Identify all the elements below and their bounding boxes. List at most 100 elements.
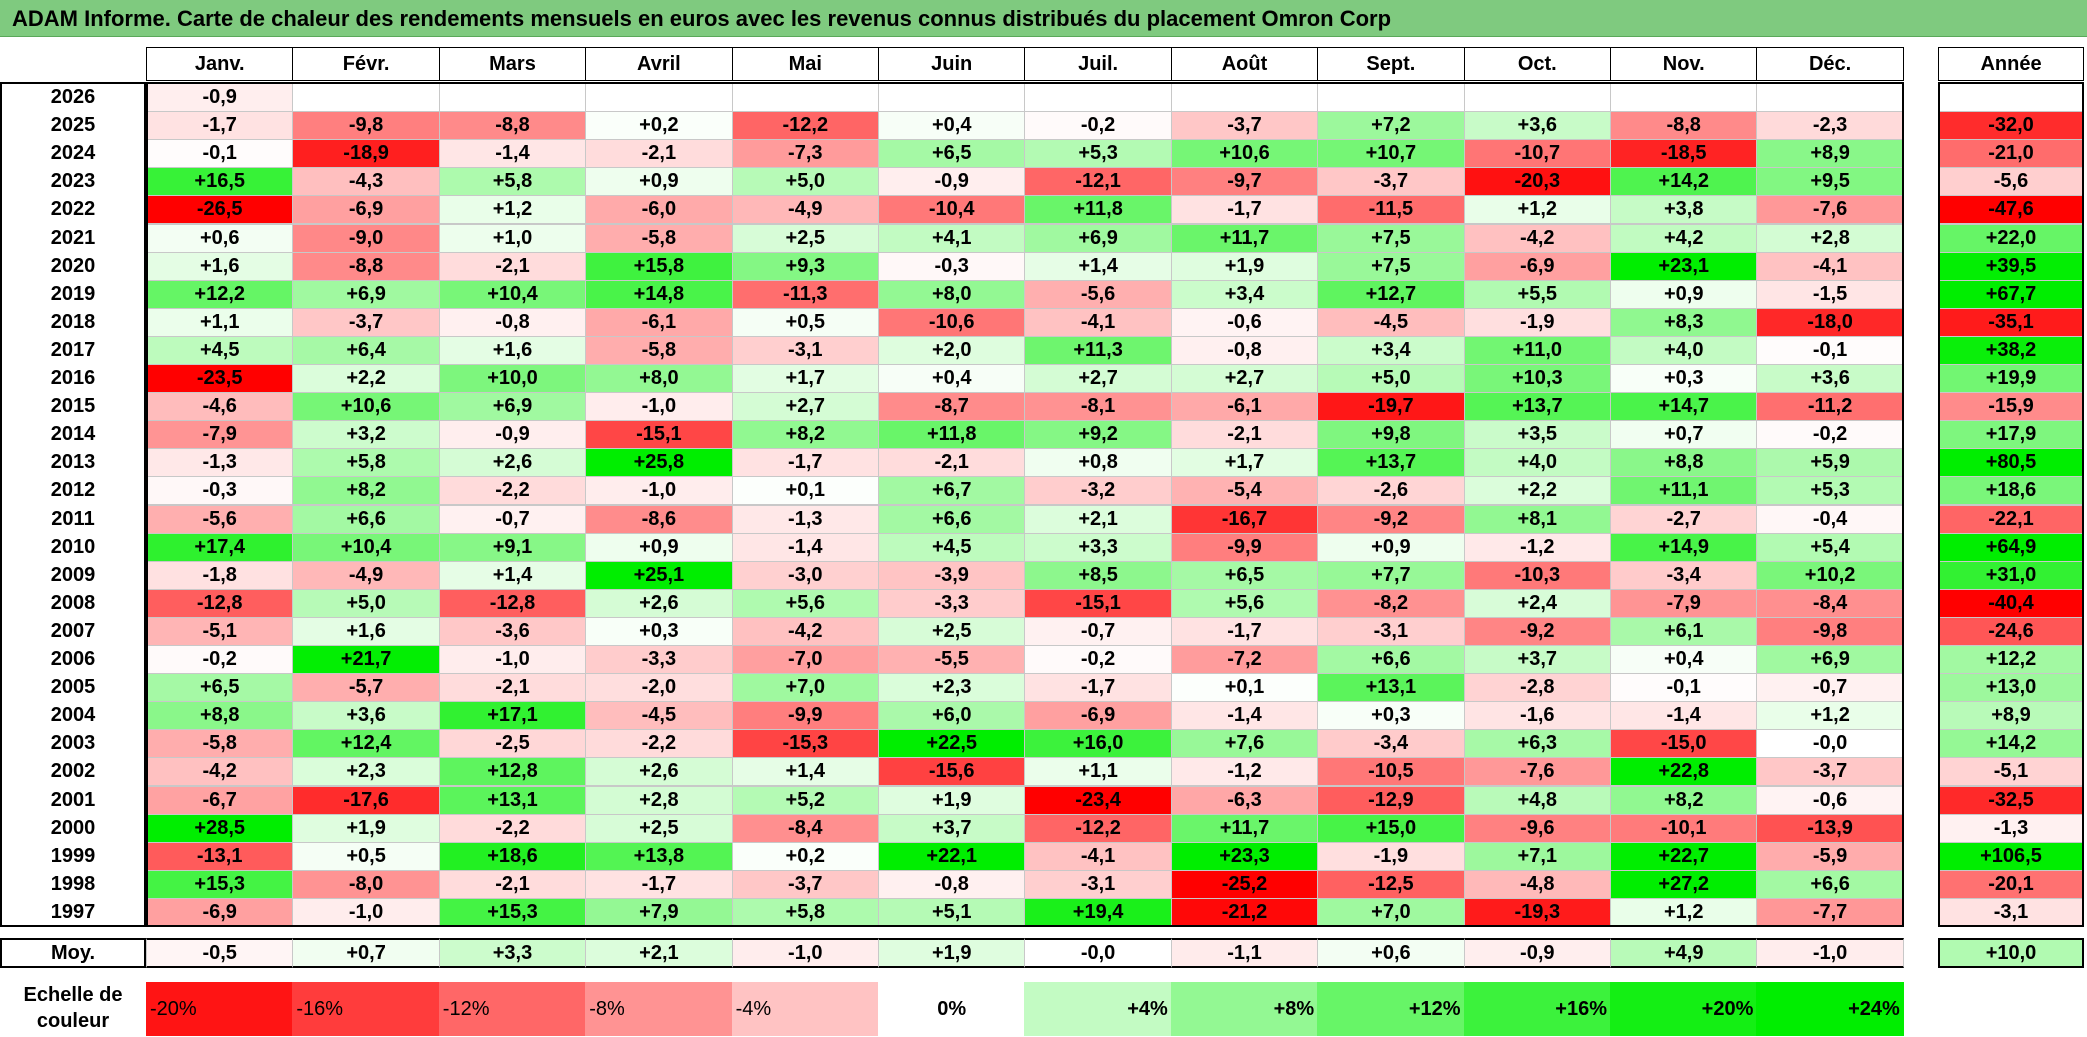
year-label: 2011 (0, 504, 146, 534)
heatmap-cell: +12,2 (146, 279, 294, 309)
heatmap-cell: -4,9 (292, 560, 440, 590)
heatmap-cell: +4,2 (1610, 223, 1758, 253)
heatmap-cell: -4,3 (292, 167, 440, 197)
heatmap-cell: +1,7 (731, 364, 879, 394)
heatmap-cell: +15,8 (585, 251, 733, 281)
month-header: Déc. (1756, 47, 1904, 81)
heatmap-cell: +5,6 (731, 588, 879, 618)
heatmap-cell: -1,4 (1170, 701, 1319, 731)
heatmap-cell: +8,5 (1024, 560, 1172, 590)
heatmap-cell: -15,0 (1610, 729, 1758, 759)
year-label: 1997 (0, 897, 146, 927)
year-label: 2014 (0, 420, 146, 450)
heatmap-cell: -0,7 (438, 504, 587, 534)
heatmap-cell: -5,7 (292, 673, 440, 703)
heatmap-cell: +3,8 (1610, 195, 1758, 225)
heatmap-cell: -0,1 (146, 139, 294, 169)
average-cell: +0,6 (1317, 938, 1465, 968)
heatmap-cell: +8,8 (146, 701, 294, 731)
color-scale-swatch: -4% (731, 982, 879, 1036)
heatmap-cell: -12,2 (731, 111, 879, 141)
heatmap-cell: +11,7 (1170, 813, 1319, 843)
heatmap-cell: -6,7 (146, 785, 294, 815)
heatmap-cell: +1,1 (146, 307, 294, 337)
heatmap-cell: +2,8 (1756, 223, 1904, 253)
heatmap-cell (292, 83, 440, 113)
annual-cell: -24,6 (1938, 616, 2084, 646)
year-label: 2008 (0, 588, 146, 618)
heatmap-cell: +1,9 (1170, 251, 1319, 281)
heatmap-cell: +22,8 (1610, 757, 1758, 787)
heatmap-cell: +0,3 (1610, 364, 1758, 394)
heatmap-cell: +4,0 (1463, 448, 1611, 478)
heatmap-cell: -5,8 (585, 223, 733, 253)
heatmap-cell: -6,1 (585, 307, 733, 337)
heatmap-cell: +4,5 (878, 532, 1026, 562)
heatmap-cell: -0,9 (438, 420, 587, 450)
heatmap-cell: +2,6 (585, 588, 733, 618)
year-label: 2017 (0, 335, 146, 365)
heatmap-cell: -2,3 (1756, 111, 1904, 141)
year-label: 2010 (0, 532, 146, 562)
heatmap-cell: +1,6 (292, 616, 440, 646)
heatmap-cell: +22,1 (878, 841, 1026, 871)
heatmap-cell: +6,7 (878, 476, 1026, 506)
heatmap-cell: -3,7 (1317, 167, 1465, 197)
heatmap-cell: -0,4 (1756, 504, 1904, 534)
annual-cell: +31,0 (1938, 560, 2084, 590)
heatmap-cell: +10,6 (1170, 139, 1319, 169)
annual-cell: -5,6 (1938, 167, 2084, 197)
year-label: 2020 (0, 251, 146, 281)
heatmap-cell: -0,2 (1024, 111, 1172, 141)
heatmap-cell: +5,9 (1756, 448, 1904, 478)
year-label: 2015 (0, 392, 146, 422)
heatmap-cell: +0,9 (1610, 279, 1758, 309)
heatmap-cell: +19,4 (1024, 897, 1172, 927)
heatmap-cell: -20,3 (1463, 167, 1611, 197)
month-header: Janv. (146, 47, 294, 81)
heatmap-cell: +0,3 (1317, 701, 1465, 731)
heatmap-cell: +2,7 (731, 392, 879, 422)
heatmap-cell: +0,4 (878, 111, 1026, 141)
heatmap-cell: -10,3 (1463, 560, 1611, 590)
heatmap-cell: -23,4 (1024, 785, 1172, 815)
heatmap-cell: +5,8 (292, 448, 440, 478)
heatmap-cell: -0,8 (1170, 335, 1319, 365)
heatmap-cell: -3,2 (1024, 476, 1172, 506)
annual-cell: -1,3 (1938, 813, 2084, 843)
heatmap-cell: +3,3 (1024, 532, 1172, 562)
annual-cell: +80,5 (1938, 448, 2084, 478)
heatmap-cell: +1,2 (1756, 701, 1904, 731)
annual-cell: +17,9 (1938, 420, 2084, 450)
heatmap-cell: +7,5 (1317, 223, 1465, 253)
heatmap-cell: +1,2 (438, 195, 587, 225)
heatmap-cell: -0,2 (146, 645, 294, 675)
heatmap-cell: -3,3 (878, 588, 1026, 618)
heatmap-cell: +6,9 (1756, 645, 1904, 675)
annual-cell: -20,1 (1938, 869, 2084, 899)
annual-cell: +18,6 (1938, 476, 2084, 506)
year-total-header: Année (1938, 47, 2084, 81)
heatmap-cell: -2,8 (1463, 673, 1611, 703)
heatmap-cell: +18,6 (438, 841, 587, 871)
heatmap-cell: +9,8 (1317, 420, 1465, 450)
heatmap-cell: +4,5 (146, 335, 294, 365)
title-bar: ADAM Informe. Carte de chaleur des rende… (0, 0, 2087, 37)
heatmap-cell: +1,2 (1463, 195, 1611, 225)
heatmap-cell: +8,2 (731, 420, 879, 450)
heatmap-cell: -2,7 (1610, 504, 1758, 534)
color-scale-swatch: -12% (438, 982, 587, 1036)
color-scale-swatch: 0% (878, 982, 1026, 1036)
heatmap-cell: +2,2 (292, 364, 440, 394)
heatmap-cell: -25,2 (1170, 869, 1319, 899)
heatmap-cell: -1,8 (146, 560, 294, 590)
month-header: Févr. (292, 47, 440, 81)
heatmap-cell: +6,4 (292, 335, 440, 365)
heatmap-cell: +5,2 (731, 785, 879, 815)
heatmap-cell: -1,5 (1756, 279, 1904, 309)
heatmap-cell: -13,9 (1756, 813, 1904, 843)
heatmap-cell: -1,0 (585, 476, 733, 506)
heatmap-cell: +2,3 (878, 673, 1026, 703)
heatmap-cell: -0,3 (146, 476, 294, 506)
annual-cell: -32,0 (1938, 111, 2084, 141)
